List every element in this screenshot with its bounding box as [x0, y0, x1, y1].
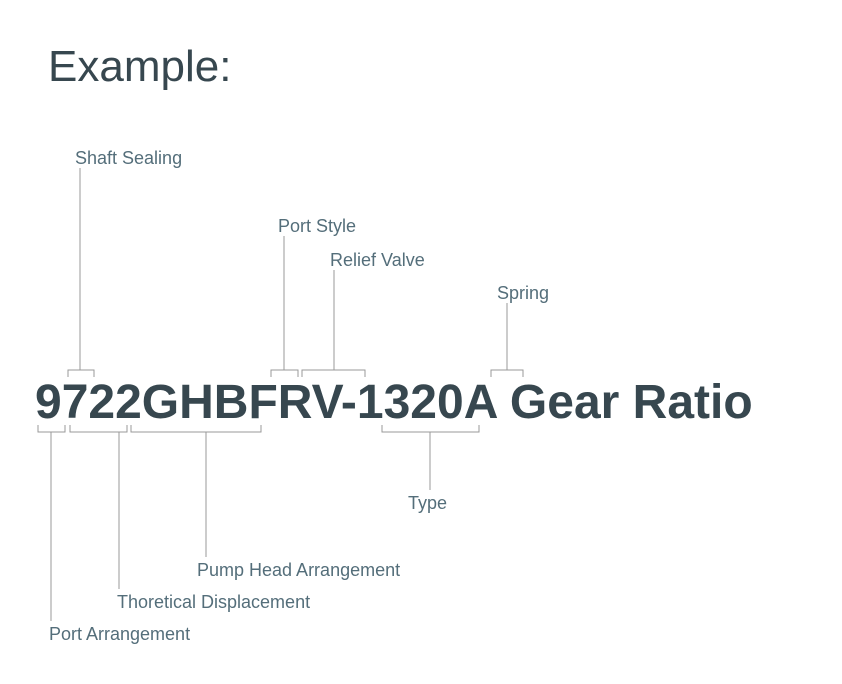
label-thoretical-displacement: Thoretical Displacement: [117, 592, 310, 613]
label-shaft-sealing: Shaft Sealing: [75, 148, 182, 169]
label-port-arrangement: Port Arrangement: [49, 624, 190, 645]
example-title: Example:: [48, 42, 231, 92]
label-pump-head-arrangement: Pump Head Arrangement: [197, 560, 400, 581]
label-type: Type: [408, 493, 447, 514]
label-spring: Spring: [497, 283, 549, 304]
product-code: 9722GHBFRV-1320A Gear Ratio: [35, 375, 753, 430]
label-relief-valve: Relief Valve: [330, 250, 425, 271]
label-port-style: Port Style: [278, 216, 356, 237]
bracket-lines: [0, 0, 842, 684]
